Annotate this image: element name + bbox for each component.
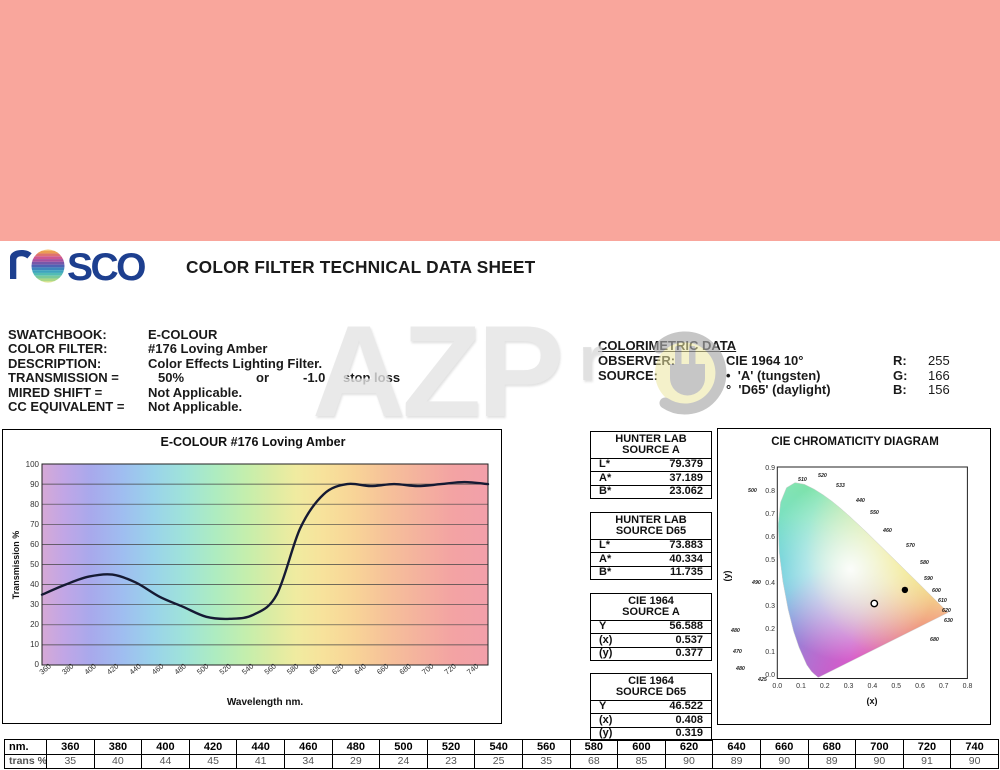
svg-text:70: 70	[30, 520, 39, 529]
svg-text:680: 680	[930, 637, 939, 643]
svg-text:20: 20	[30, 620, 39, 629]
svg-text:490: 490	[751, 580, 761, 586]
svg-text:500: 500	[748, 488, 757, 494]
svg-text:0.5: 0.5	[891, 683, 901, 690]
svg-text:50: 50	[30, 560, 39, 569]
svg-text:0.3: 0.3	[844, 683, 854, 690]
svg-text:80: 80	[30, 500, 39, 509]
svg-text:Transmission %: Transmission %	[11, 531, 21, 600]
svg-text:550: 550	[870, 510, 879, 516]
svg-text:0.6: 0.6	[765, 534, 775, 541]
svg-text:100: 100	[26, 460, 40, 469]
svg-text:570: 570	[906, 543, 915, 549]
svg-text:SCO: SCO	[67, 247, 145, 287]
svg-text:(y): (y)	[722, 570, 732, 581]
svg-text:480: 480	[730, 628, 740, 634]
svg-text:Wavelength nm.: Wavelength nm.	[227, 697, 304, 708]
svg-text:590: 590	[924, 576, 933, 582]
svg-text:425: 425	[757, 677, 768, 683]
svg-text:0.9: 0.9	[765, 465, 775, 472]
svg-text:0.0: 0.0	[772, 683, 782, 690]
svg-text:630: 630	[944, 618, 953, 624]
svg-text:600: 600	[932, 588, 941, 594]
svg-text:533: 533	[836, 483, 845, 489]
svg-text:0.2: 0.2	[765, 626, 775, 633]
svg-text:40: 40	[30, 580, 39, 589]
svg-text:0.4: 0.4	[765, 580, 775, 587]
svg-text:0.2: 0.2	[820, 683, 830, 690]
svg-text:580: 580	[920, 560, 929, 566]
svg-text:610: 610	[938, 598, 947, 604]
svg-text:0.6: 0.6	[915, 683, 925, 690]
svg-text:520: 520	[818, 473, 827, 479]
svg-text:30: 30	[30, 600, 39, 609]
svg-text:(x): (x)	[867, 696, 878, 706]
svg-text:0.1: 0.1	[765, 649, 775, 656]
svg-text:620: 620	[942, 608, 951, 614]
svg-text:0.7: 0.7	[939, 683, 949, 690]
svg-text:0.8: 0.8	[963, 683, 973, 690]
svg-text:0.1: 0.1	[796, 683, 806, 690]
svg-text:0.8: 0.8	[765, 488, 775, 495]
svg-text:440: 440	[855, 498, 865, 504]
svg-text:0.5: 0.5	[765, 557, 775, 564]
svg-text:90: 90	[30, 480, 39, 489]
svg-text:460: 460	[882, 528, 892, 534]
svg-text:10: 10	[30, 640, 39, 649]
svg-text:0.3: 0.3	[765, 603, 775, 610]
svg-text:470: 470	[732, 649, 742, 655]
svg-text:0.7: 0.7	[765, 511, 775, 518]
svg-text:0.4: 0.4	[868, 683, 878, 690]
svg-text:480: 480	[735, 666, 745, 672]
svg-text:510: 510	[798, 477, 807, 483]
svg-text:60: 60	[30, 540, 39, 549]
